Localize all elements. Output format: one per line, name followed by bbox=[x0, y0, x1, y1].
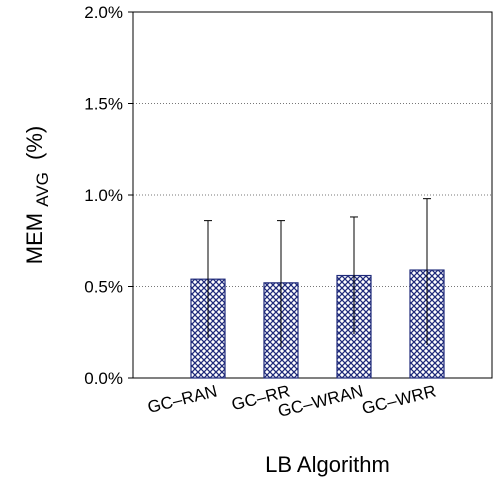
x-tick-label: GC–WRR bbox=[360, 381, 438, 418]
y-tick-label: 1.5% bbox=[84, 95, 123, 114]
y-tick-label: 0.0% bbox=[84, 369, 123, 388]
svg-text:MEM AVG (%): MEM AVG (%) bbox=[22, 126, 53, 264]
error-bars bbox=[204, 198, 431, 347]
y-tick-label: 2.0% bbox=[84, 3, 123, 22]
x-tick-label: GC–RAN bbox=[146, 381, 219, 417]
y-axis-label-main: MEM bbox=[22, 213, 47, 264]
gridlines bbox=[133, 103, 492, 287]
y-axis-ticks: 0.0% 0.5% 1.0% 1.5% 2.0% bbox=[84, 3, 133, 388]
y-axis-label-unit: (%) bbox=[22, 126, 47, 160]
x-axis-label: LB Algorithm bbox=[265, 452, 390, 477]
y-axis-label: MEM AVG (%) bbox=[22, 126, 53, 264]
x-tick-label: GC–WRAN bbox=[276, 381, 365, 420]
y-axis-label-subscript: AVG bbox=[33, 172, 52, 207]
y-tick-label: 0.5% bbox=[84, 278, 123, 297]
y-tick-label: 1.0% bbox=[84, 186, 123, 205]
